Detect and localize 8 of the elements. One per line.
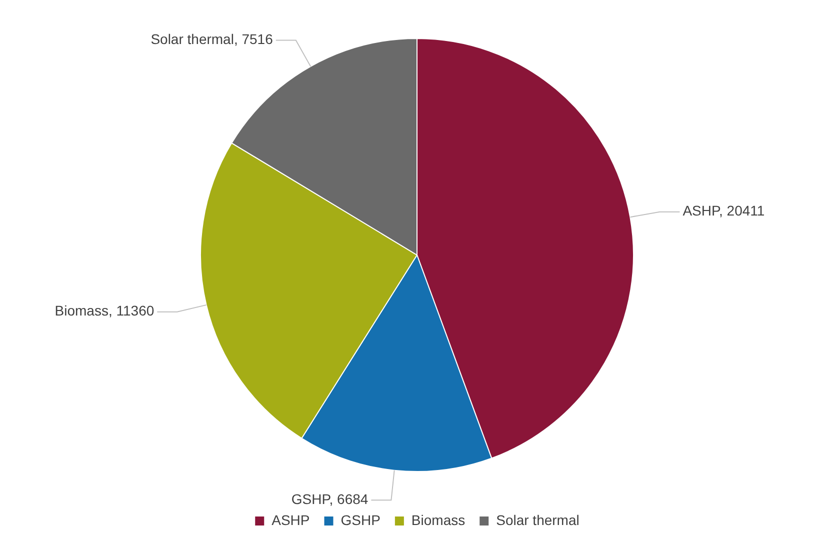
legend-label: GSHP (340, 512, 380, 528)
legend-label: Solar thermal (496, 512, 580, 528)
data-label: ASHP, 20411 (682, 202, 765, 219)
legend-label: Biomass (411, 512, 466, 528)
data-label: Solar thermal, 7516 (150, 31, 274, 48)
data-label: Biomass, 11360 (54, 302, 154, 319)
legend-label: ASHP (272, 512, 310, 528)
data-label: GSHP, 6684 (291, 491, 368, 508)
